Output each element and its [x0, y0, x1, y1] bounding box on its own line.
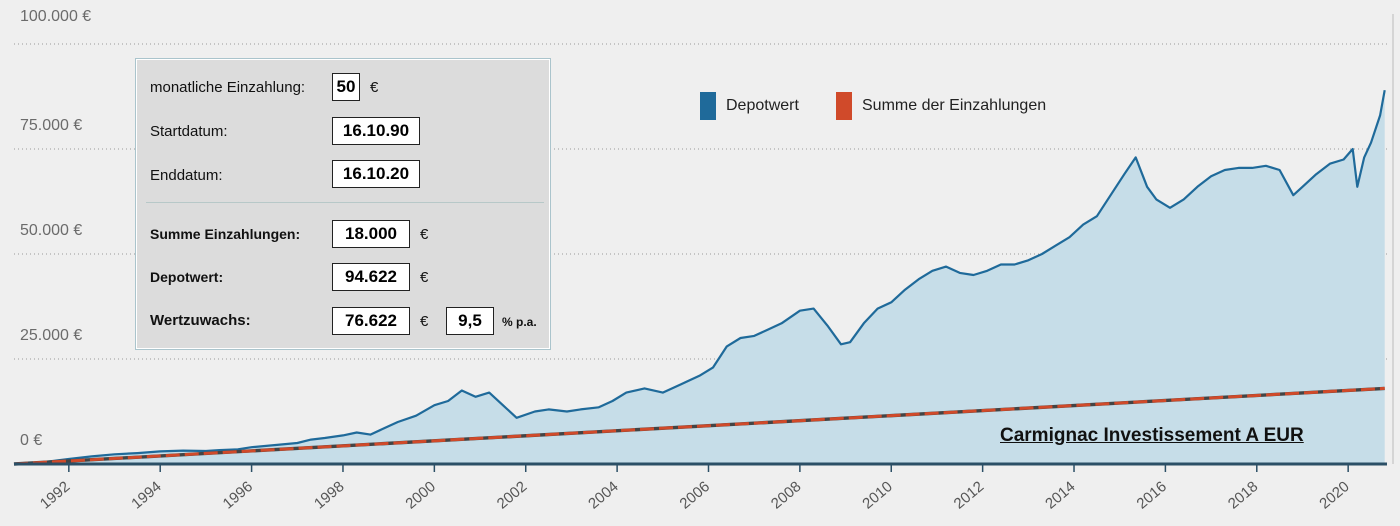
growth-currency: € — [420, 313, 429, 330]
y-tick-label-100000: 100.000 € — [20, 8, 92, 25]
x-tick-label-2004: 2004 — [585, 478, 621, 512]
x-tick-label-2010: 2010 — [859, 478, 895, 512]
y-tick-label-50000: 50.000 € — [20, 222, 83, 239]
series-depotwert-area — [14, 90, 1385, 464]
sum-deposits-value: 18.000 — [332, 220, 410, 248]
x-tick-label-2014: 2014 — [1042, 478, 1078, 512]
depot-value: 94.622 — [332, 263, 410, 291]
legend-item-einzahlungen: Summe der Einzahlungen — [836, 92, 1046, 120]
x-tick-label-1992: 1992 — [37, 478, 73, 512]
x-tick-label-2012: 2012 — [951, 478, 987, 512]
sum-deposits-currency: € — [420, 226, 429, 243]
monthly-deposit-currency: € — [370, 79, 379, 96]
annual-rate-unit: % p.a. — [502, 315, 537, 329]
x-tick-label-1996: 1996 — [220, 478, 256, 512]
y-tick-label-0: 0 € — [20, 432, 43, 449]
legend-swatch-einzahlungen — [836, 92, 852, 120]
monthly-deposit-field[interactable]: 50 — [332, 73, 360, 101]
monthly-deposit-label: monatliche Einzahlung: — [150, 79, 306, 96]
depot-value-currency: € — [420, 269, 429, 286]
x-tick-label-2002: 2002 — [494, 478, 530, 512]
end-date-label: Enddatum: — [150, 167, 223, 184]
start-date-field[interactable]: 16.10.90 — [332, 117, 420, 145]
sum-deposits-label: Summe Einzahlungen: — [150, 226, 301, 242]
chart-title: Carmignac Investissement A EUR — [1000, 425, 1304, 446]
x-tick-label-1994: 1994 — [128, 478, 164, 512]
x-tick-label-2008: 2008 — [768, 478, 804, 512]
x-tick-label-2018: 2018 — [1225, 478, 1261, 512]
legend-swatch-depotwert — [700, 92, 716, 120]
x-tick-label-2020: 2020 — [1316, 478, 1352, 512]
x-tick-label-2016: 2016 — [1133, 478, 1169, 512]
series-einzahlungen-line — [13, 386, 1385, 466]
x-tick-label-2006: 2006 — [677, 478, 713, 512]
legend-label-einzahlungen: Summe der Einzahlungen — [862, 97, 1047, 114]
series-depotwert-line — [13, 90, 1386, 466]
end-date-field[interactable]: 16.10.20 — [332, 160, 420, 188]
annual-rate-value: 9,5 — [446, 307, 494, 335]
savings-plan-panel: monatliche Einzahlung: 50 € Startdatum: … — [135, 58, 551, 350]
y-tick-label-25000: 25.000 € — [20, 327, 83, 344]
x-tick-label-2000: 2000 — [402, 478, 438, 512]
panel-divider — [146, 202, 544, 203]
depot-value-label: Depotwert: — [150, 269, 224, 285]
x-tick-label-1998: 1998 — [311, 478, 347, 512]
start-date-label: Startdatum: — [150, 123, 228, 140]
legend-label-depotwert: Depotwert — [726, 97, 799, 114]
y-tick-label-75000: 75.000 € — [20, 117, 83, 134]
legend-item-depotwert: Depotwert — [700, 92, 799, 120]
growth-label: Wertzuwachs: — [150, 312, 251, 329]
growth-value: 76.622 — [332, 307, 410, 335]
